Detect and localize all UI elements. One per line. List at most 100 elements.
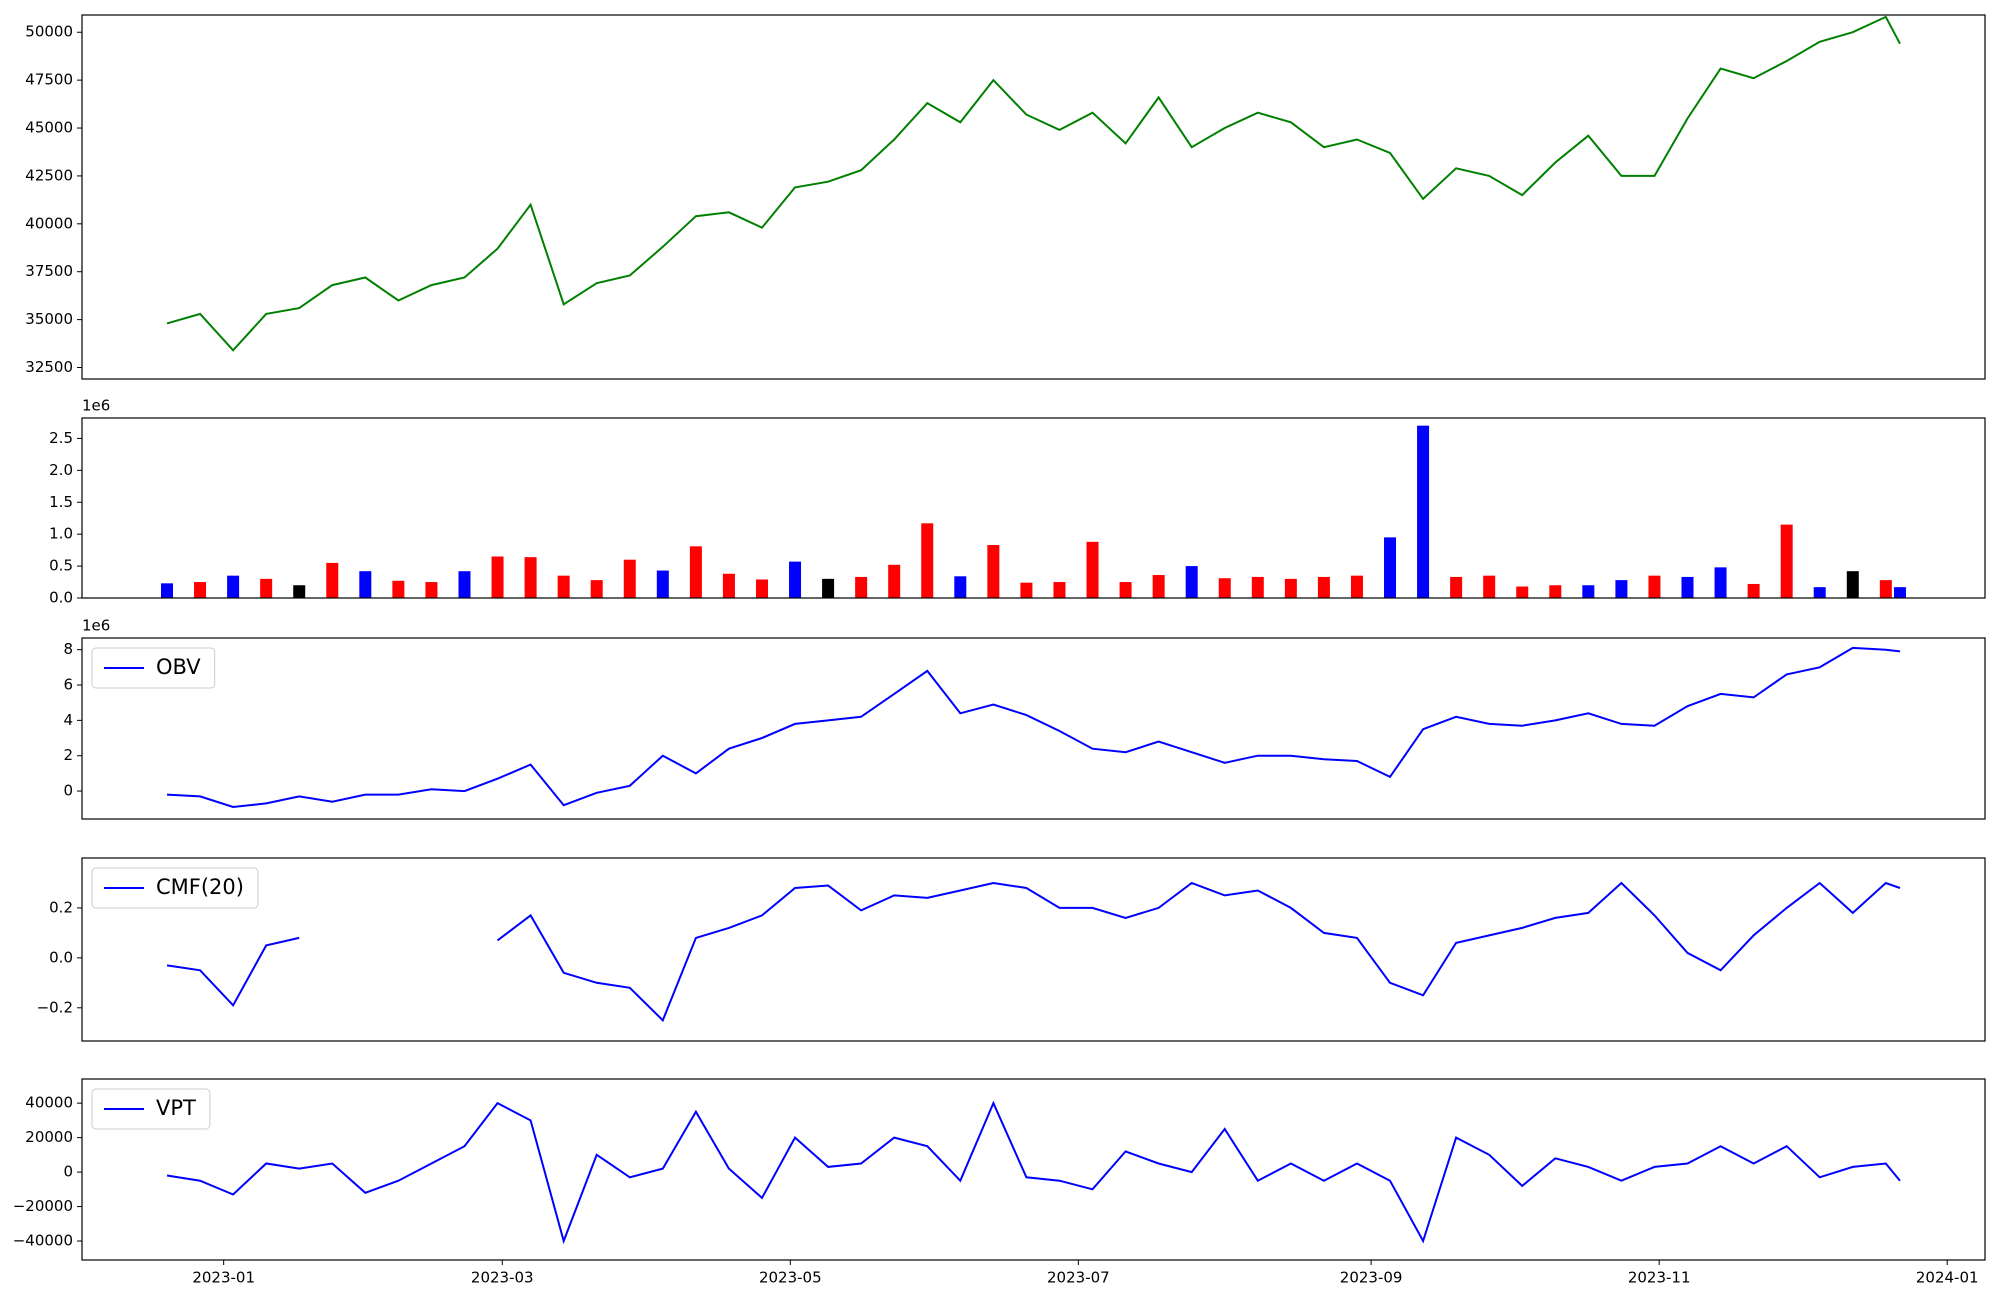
volume-bar [888, 564, 901, 598]
volume-bar [722, 573, 735, 598]
y-tick-label: 50000 [25, 23, 73, 41]
x-tick-label: 2023-07 [1047, 1269, 1110, 1287]
y-tick-label: 0.2 [49, 898, 73, 916]
y-tick-label: 32500 [25, 358, 73, 376]
volume-bar [425, 582, 438, 598]
volume-bar [1119, 582, 1132, 598]
volume-bar [1450, 576, 1463, 598]
volume-bar [1152, 575, 1165, 598]
volume-bar [1350, 575, 1363, 598]
y-tick-label: 1.0 [49, 525, 73, 543]
volume-bar [789, 561, 802, 598]
volume-bar [458, 571, 471, 598]
volume-bar [689, 546, 702, 598]
volume-bar [194, 582, 207, 598]
axes-frame [81, 857, 1986, 1042]
volume-bar [987, 545, 1000, 598]
volume-bar [1086, 541, 1099, 598]
x-tick-label: 2023-05 [759, 1269, 822, 1287]
x-tick-label: 2023-09 [1340, 1269, 1403, 1287]
volume-bar [954, 576, 967, 598]
volume-bar [1218, 578, 1231, 598]
volume-bar [822, 578, 835, 598]
y-tick-label: 37500 [25, 262, 73, 280]
y-tick-label: 2.5 [49, 429, 73, 447]
volume-bar [260, 578, 273, 598]
axes-frame [81, 637, 1986, 820]
volume-bar [359, 571, 372, 598]
volume-bar [623, 559, 636, 598]
axes-frame [81, 14, 1986, 380]
volume-bar [855, 576, 868, 598]
x-tick-label: 2023-11 [1628, 1269, 1691, 1287]
volume-bar [921, 523, 934, 598]
y-tick-label: 40000 [25, 1094, 73, 1112]
volume-bar [1714, 567, 1727, 598]
axes-frame [81, 417, 1986, 599]
legend-label: OBV [156, 655, 201, 679]
volume-bar [1417, 425, 1430, 598]
axis-offset-label: 1e6 [82, 617, 110, 635]
line-series [166, 1100, 1901, 1245]
volume-bar [1615, 580, 1628, 598]
x-tick-label: 2023-01 [192, 1269, 255, 1287]
y-tick-label: 0.5 [49, 557, 73, 575]
legend-label: CMF(20) [156, 875, 244, 899]
volume-bar [227, 575, 240, 598]
y-tick-label: 2 [63, 746, 73, 764]
y-tick-label: 47500 [25, 71, 73, 89]
volume-bar [1780, 524, 1793, 598]
volume-bar [392, 580, 405, 598]
volume-bar [524, 557, 537, 598]
y-tick-label: 0 [63, 1163, 73, 1181]
y-tick-label: −20000 [13, 1197, 73, 1215]
legend-label: VPT [156, 1096, 196, 1120]
volume-bar [590, 580, 603, 598]
volume-bar [491, 556, 504, 598]
y-tick-label: 45000 [25, 119, 73, 137]
volume-bar [160, 583, 173, 598]
volume-bar [1813, 587, 1826, 598]
y-tick-label: 4 [63, 711, 73, 729]
y-tick-label: 40000 [25, 214, 73, 232]
line-series [166, 881, 1901, 1023]
y-tick-label: 0 [63, 782, 73, 800]
volume-bar [1251, 576, 1264, 598]
legend-box [91, 1088, 211, 1130]
volume-bar [1747, 583, 1760, 598]
y-tick-label: 1.5 [49, 493, 73, 511]
y-tick-label: 2.0 [49, 461, 73, 479]
volume-bar [1020, 582, 1033, 598]
y-tick-label: −40000 [13, 1232, 73, 1250]
volume-bar [1284, 578, 1297, 598]
volume-bar [293, 585, 306, 598]
volume-bar [656, 570, 669, 598]
volume-bar [1317, 576, 1330, 598]
volume-bar [1582, 585, 1595, 598]
volume-bar [1384, 537, 1397, 598]
axis-offset-label: 1e6 [82, 397, 110, 415]
y-tick-label: 35000 [25, 310, 73, 328]
y-tick-label: 0.0 [49, 589, 73, 607]
volume-bar [1879, 580, 1892, 598]
volume-bar [1846, 571, 1859, 598]
y-tick-label: 6 [63, 676, 73, 694]
line-series [166, 646, 1901, 809]
volume-bar [1894, 587, 1907, 598]
axes-frame [81, 1078, 1986, 1261]
volume-bar [557, 575, 570, 598]
y-tick-label: 42500 [25, 166, 73, 184]
volume-bar [1053, 582, 1066, 598]
x-tick-label: 2024-01 [1916, 1269, 1979, 1287]
volume-bar [1483, 575, 1496, 598]
y-tick-label: 8 [63, 640, 73, 658]
y-tick-label: 0.0 [49, 948, 73, 966]
legend-box [91, 647, 216, 689]
volume-bar [1185, 566, 1198, 598]
y-tick-label: 20000 [25, 1128, 73, 1146]
volume-bar [326, 562, 339, 598]
volume-bar [1681, 576, 1694, 598]
x-tick-label: 2023-03 [471, 1269, 534, 1287]
